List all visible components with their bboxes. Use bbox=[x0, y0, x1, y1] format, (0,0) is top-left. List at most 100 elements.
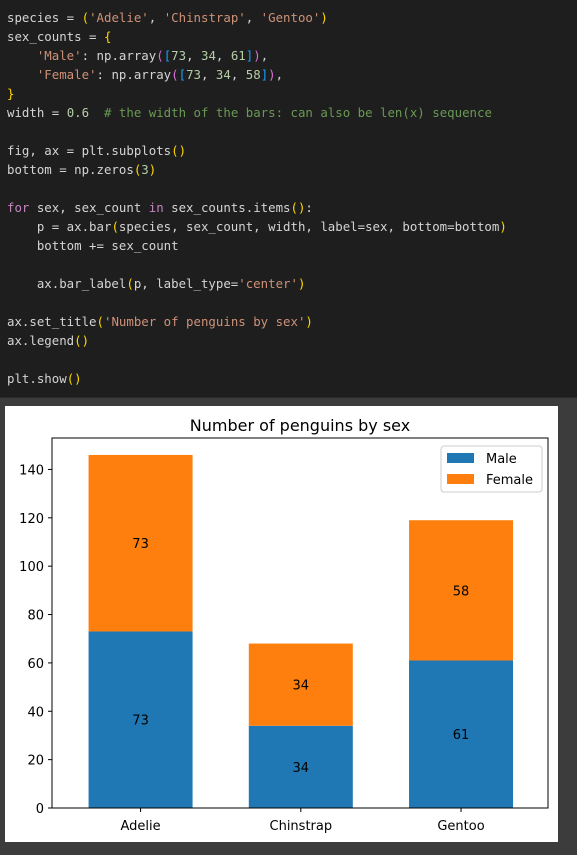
x-tick-label: Gentoo bbox=[437, 819, 484, 834]
code-token: 61 bbox=[230, 48, 246, 63]
code-token: ( bbox=[171, 67, 179, 82]
code-line: p = ax.bar(species, sex_count, width, la… bbox=[7, 217, 507, 236]
code-token: width = bbox=[7, 105, 67, 120]
y-tick-label: 20 bbox=[27, 754, 44, 769]
code-token: sex_counts = bbox=[7, 29, 104, 44]
code-token: species, sex_count, width, label=sex, bo… bbox=[118, 219, 500, 234]
code-token: () bbox=[74, 333, 90, 348]
code-token: ax.legend bbox=[7, 333, 75, 348]
code-token: p = ax.bar bbox=[7, 219, 112, 234]
code-token: , bbox=[260, 48, 269, 63]
code-token: ( bbox=[126, 276, 134, 291]
code-token: ( bbox=[156, 48, 164, 63]
x-tick-label: Adelie bbox=[121, 819, 161, 834]
code-line: for sex, sex_count in sex_counts.items()… bbox=[7, 198, 507, 217]
code-token: ) bbox=[268, 67, 276, 82]
code-token: bottom = np.zeros bbox=[7, 162, 134, 177]
code-token: ) bbox=[499, 219, 507, 234]
y-tick-label: 140 bbox=[19, 463, 44, 478]
code-token: 58 bbox=[245, 67, 261, 82]
code-token: , bbox=[245, 10, 261, 25]
bar-female-gentoo bbox=[409, 520, 514, 661]
bar-label: 34 bbox=[293, 761, 310, 776]
code-token: ) bbox=[148, 162, 157, 177]
code-line: species = ('Adelie', 'Chinstrap', 'Gento… bbox=[7, 8, 507, 27]
code-token: ax.set_title bbox=[7, 314, 97, 329]
code-token: [ bbox=[163, 48, 172, 63]
code-token: [ bbox=[178, 67, 187, 82]
code-token: ] bbox=[245, 48, 254, 63]
code-token: ] bbox=[260, 67, 269, 82]
code-line: fig, ax = plt.subplots() bbox=[7, 141, 507, 160]
code-token: 73 bbox=[186, 67, 201, 82]
code-token: : bbox=[305, 200, 313, 215]
code-token: 'Male' bbox=[36, 48, 82, 63]
code-line: sex_counts = { bbox=[7, 27, 507, 46]
code-token bbox=[7, 67, 37, 82]
code-token: () bbox=[290, 200, 306, 215]
code-line: } bbox=[7, 84, 507, 103]
code-line: width = 0.6 # the width of the bars: can… bbox=[7, 103, 507, 122]
code-line bbox=[7, 255, 507, 274]
code-token: 73 bbox=[171, 48, 187, 63]
code-line: ax.bar_label(p, label_type='center') bbox=[7, 274, 507, 293]
code-token: 34 bbox=[215, 67, 231, 82]
axes-frame bbox=[51, 437, 549, 809]
code-token: fig, ax = plt.subplots bbox=[7, 143, 172, 158]
code-token: 'center' bbox=[238, 276, 298, 291]
chart-title: Number of penguins by sex bbox=[190, 416, 410, 435]
code-token: 34 bbox=[201, 48, 216, 63]
y-tick-label: 100 bbox=[19, 560, 44, 575]
legend-swatch-female bbox=[447, 474, 474, 484]
y-tick-label: 0 bbox=[36, 802, 44, 817]
code-token: , bbox=[275, 67, 284, 82]
code-line: ax.legend() bbox=[7, 331, 507, 350]
legend-label: Male bbox=[486, 452, 517, 467]
code-line: ax.set_title('Number of penguins by sex'… bbox=[7, 312, 507, 331]
code-block[interactable]: species = ('Adelie', 'Chinstrap', 'Gento… bbox=[7, 8, 507, 388]
code-token: , bbox=[148, 10, 164, 25]
code-token: ) bbox=[253, 48, 261, 63]
code-token: plt.show bbox=[7, 371, 67, 386]
y-tick-label: 120 bbox=[19, 512, 44, 527]
code-token: ax.bar_label bbox=[7, 276, 127, 291]
y-tick-label: 60 bbox=[27, 657, 44, 672]
code-token: p, label_type= bbox=[133, 276, 239, 291]
bar-male-adelie bbox=[88, 631, 193, 808]
code-cell[interactable]: species = ('Adelie', 'Chinstrap', 'Gento… bbox=[0, 0, 577, 398]
code-token: ) bbox=[297, 276, 306, 291]
code-token: # the width of the bars: can also be len… bbox=[104, 105, 492, 120]
code-token: ( bbox=[81, 10, 90, 25]
code-token: 'Number of penguins by sex' bbox=[104, 314, 306, 329]
code-token: , bbox=[230, 67, 246, 82]
code-token: ( bbox=[133, 162, 142, 177]
code-token: sex_counts.items bbox=[163, 200, 291, 215]
code-token: , bbox=[201, 67, 216, 82]
code-token: 0.6 bbox=[66, 105, 90, 120]
code-token: ( bbox=[111, 219, 119, 234]
plot-output: Number of penguins by sex 73 34 61 73 34 58 0 20… bbox=[5, 406, 558, 842]
code-token: ) bbox=[305, 314, 313, 329]
bar-label: 34 bbox=[293, 679, 310, 694]
code-line bbox=[7, 293, 507, 312]
code-token: : np.array bbox=[81, 48, 157, 63]
bar-male-chinstrap bbox=[248, 725, 353, 808]
legend-label: Female bbox=[486, 473, 533, 488]
code-token: () bbox=[66, 371, 82, 386]
code-token: { bbox=[103, 29, 112, 44]
code-token: species = bbox=[7, 10, 82, 25]
code-token: () bbox=[171, 143, 187, 158]
code-token bbox=[89, 105, 104, 120]
code-token: , bbox=[186, 48, 201, 63]
code-token: 'Adelie' bbox=[89, 10, 149, 25]
code-token: 'Female' bbox=[36, 67, 97, 82]
code-token: : np.array bbox=[96, 67, 172, 82]
code-line: bottom = np.zeros(3) bbox=[7, 160, 507, 179]
bar-male-gentoo bbox=[409, 660, 514, 808]
bar-label: 73 bbox=[132, 714, 149, 729]
code-token: ) bbox=[320, 10, 328, 25]
bar-label: 58 bbox=[453, 584, 470, 599]
code-line: plt.show() bbox=[7, 369, 507, 388]
code-token: for bbox=[7, 200, 30, 215]
bar-female-adelie bbox=[88, 454, 193, 632]
